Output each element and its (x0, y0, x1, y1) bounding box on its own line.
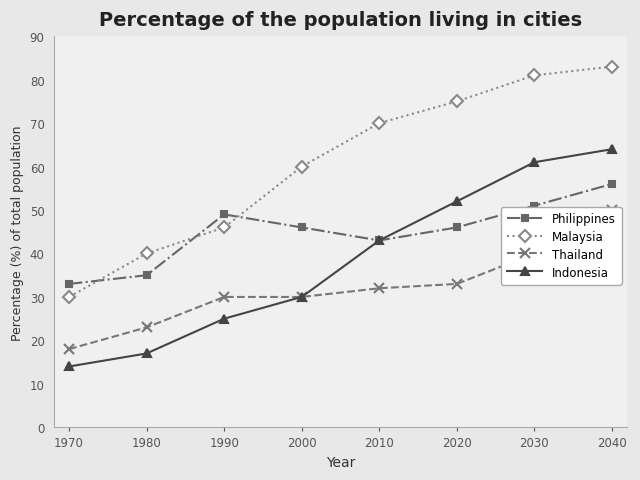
Legend: Philippines, Malaysia, Thailand, Indonesia: Philippines, Malaysia, Thailand, Indones… (501, 207, 621, 285)
Y-axis label: Percentage (%) of total population: Percentage (%) of total population (11, 125, 24, 340)
X-axis label: Year: Year (326, 455, 355, 469)
Title: Percentage of the population living in cities: Percentage of the population living in c… (99, 11, 582, 30)
